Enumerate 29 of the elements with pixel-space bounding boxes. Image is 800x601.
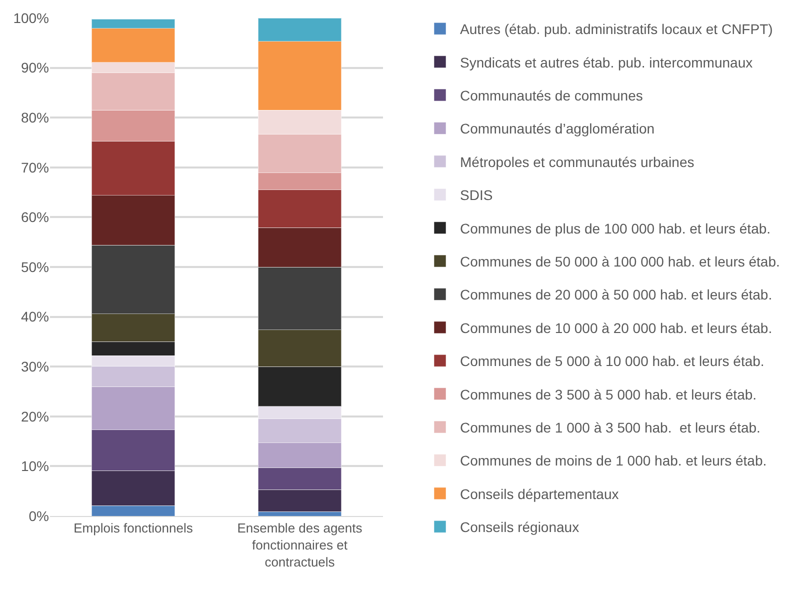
legend-label: Conseils départementaux [460, 486, 619, 502]
legend-label: Métropoles et communautés urbaines [460, 154, 694, 170]
legend-label: Communes de 1 000 à 3 500 hab. et leurs étab. [460, 419, 760, 436]
legend-label: Communes de 10 000 à 20 000 hab. et leurs étab. [460, 320, 772, 336]
legend-label: Communautés d’agglomération [460, 120, 655, 137]
y-tick-label: 90% [20, 60, 49, 76]
y-tick-label: 20% [20, 408, 49, 424]
legend-label: Communes de 3 500 à 5 000 hab. et leurs étab. [460, 386, 757, 402]
y-tick-label: 40% [20, 308, 49, 325]
y-tick-label: 80% [20, 110, 49, 126]
legend-label: SDIS [460, 187, 493, 204]
legend-label: Syndicats et autres étab. pub. intercommunaux [460, 54, 753, 70]
y-tick-label: 60% [20, 209, 49, 226]
y-tick-label: 100% [13, 10, 49, 26]
x-tick-label: Emplois fonctionnels [74, 520, 194, 536]
legend-label: Autres (étab. pub. administratifs locaux et CNFPT) [460, 21, 773, 38]
legend-label: Communes de 50 000 à 100 000 hab. et leurs étab. [460, 253, 780, 270]
y-tick-label: 10% [20, 458, 49, 474]
legend-label: Communes de 5 000 à 10 000 hab. et leurs étab. [460, 353, 764, 370]
legend-label: Conseils régionaux [460, 519, 580, 536]
legend-label: Communes de plus de 100 000 hab. et leurs étab. [460, 220, 771, 236]
y-tick-label: 30% [20, 358, 49, 374]
legend-label: Communes de 20 000 à 50 000 hab. et leurs étab. [460, 286, 772, 303]
y-tick-label: 0% [28, 508, 49, 524]
legend-label: Communautés de communes [460, 87, 643, 104]
legend-label: Communes de moins de 1 000 hab. et leurs étab. [460, 452, 767, 469]
y-tick-label: 50% [20, 258, 49, 275]
y-tick-label: 70% [20, 159, 49, 176]
x-tick-label: Ensemble des agents fonctionnaires et contractuels [237, 520, 363, 570]
